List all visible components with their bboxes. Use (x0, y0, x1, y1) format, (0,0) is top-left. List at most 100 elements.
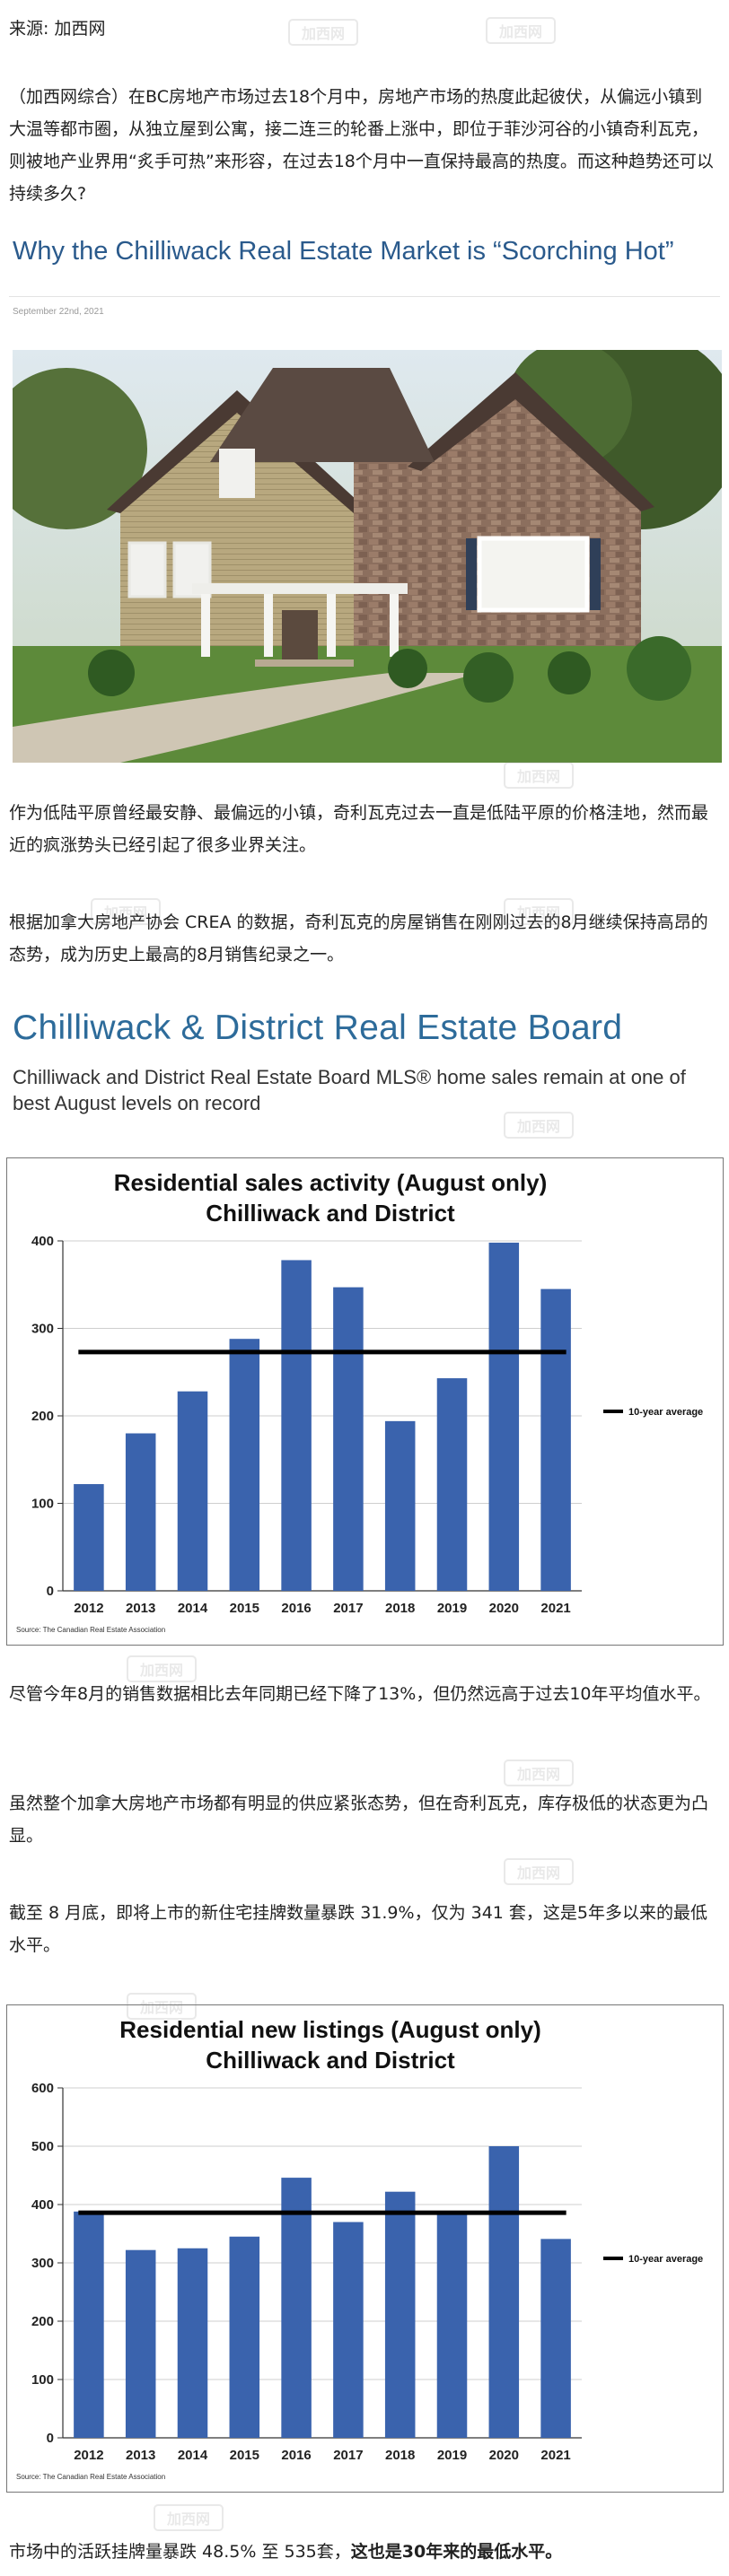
chart-source: Source: The Canadian Real Estate Associa… (16, 1626, 165, 1634)
crea-heading: Chilliwack & District Real Estate Board (13, 1009, 623, 1047)
x-tick-label: 2019 (437, 1601, 467, 1616)
bar (281, 1260, 312, 1591)
watermark-stamp: 加西网 (503, 1111, 575, 1147)
y-tick-label: 100 (31, 2372, 54, 2388)
watermark-stamp: 加西网 (503, 1759, 575, 1794)
article-banner-title: Why the Chilliwack Real Estate Market is… (13, 237, 674, 266)
watermark-stamp: 加西网 (126, 1992, 198, 2028)
y-tick-label: 200 (31, 2314, 54, 2329)
x-tick-label: 2018 (385, 2448, 415, 2463)
paragraph-4: 虽然整个加拿大房地产市场都有明显的供应紧张态势，但在奇利瓦克，库存极低的状态更为… (9, 1794, 709, 1846)
bar (281, 2178, 312, 2438)
legend-label: 10-year average (628, 2254, 703, 2265)
x-tick-label: 2013 (126, 1601, 155, 1616)
y-tick-label: 300 (31, 1322, 54, 1337)
svg-text:加西网: 加西网 (301, 25, 345, 42)
x-tick-label: 2021 (540, 1601, 570, 1616)
bar (540, 1288, 571, 1591)
bar (177, 1391, 208, 1591)
x-tick-label: 2016 (281, 1601, 311, 1616)
bar (229, 1339, 260, 1591)
banner-divider (9, 296, 720, 297)
chart-subtitle: Chilliwack and District (206, 2047, 455, 2074)
y-tick-label: 400 (31, 2197, 54, 2213)
y-tick-label: 0 (47, 2431, 54, 2446)
x-tick-label: 2015 (230, 1601, 259, 1616)
x-tick-label: 2020 (489, 1601, 519, 1616)
bar (177, 2248, 208, 2438)
svg-text:加西网: 加西网 (516, 768, 560, 785)
x-tick-label: 2016 (281, 2448, 311, 2463)
y-tick-label: 0 (47, 1584, 54, 1599)
x-tick-label: 2012 (74, 1601, 103, 1616)
bar (74, 1484, 104, 1591)
svg-text:加西网: 加西网 (516, 1118, 560, 1135)
chart-title: Residential sales activity (August only) (114, 1169, 548, 1196)
watermark-stamp: 加西网 (503, 1857, 575, 1893)
paragraph-5: 截至 8 月底，即将上市的新住宅挂牌数量暴跌 31.9%，仅为 341 套，这是… (9, 1903, 708, 1955)
y-tick-label: 400 (31, 1234, 54, 1249)
bar (125, 1433, 156, 1591)
source-line: 来源: 加西网 (9, 19, 106, 39)
bar (125, 2249, 156, 2438)
paragraph-1: 作为低陆平原曾经最安静、最偏远的小镇，奇利瓦克过去一直是低陆平原的价格洼地，然而… (9, 803, 709, 855)
bar (488, 1242, 520, 1591)
last-paragraph: 市场中的活跃挂牌量暴跌 48.5% 至 535套，这也是30年来的最低水平。 (9, 2536, 718, 2568)
bar (333, 2222, 364, 2438)
svg-text:加西网: 加西网 (166, 2511, 210, 2528)
watermark-stamp: 加西网 (126, 1655, 198, 1690)
x-tick-label: 2014 (178, 2448, 208, 2463)
paragraph-3: 尽管今年8月的销售数据相比去年同期已经下降了13%，但仍然远高于过去10年平均值… (9, 1684, 711, 1704)
x-tick-label: 2014 (178, 1601, 208, 1616)
sales-chart: Residential sales activity (August only)… (6, 1157, 724, 1646)
house-photo (13, 350, 722, 763)
x-tick-label: 2021 (540, 2448, 570, 2463)
bar (488, 2146, 520, 2438)
x-tick-label: 2015 (230, 2448, 259, 2463)
bar (384, 1420, 416, 1591)
x-tick-label: 2018 (385, 1601, 415, 1616)
svg-text:加西网: 加西网 (103, 904, 147, 921)
svg-text:加西网: 加西网 (139, 1662, 183, 1679)
listings-chart: Residential new listings (August only) Ch… (6, 2004, 724, 2493)
x-tick-label: 2017 (333, 2448, 363, 2463)
watermark-stamp: 加西网 (153, 2503, 224, 2539)
bar (384, 2191, 416, 2438)
bar (333, 1287, 364, 1591)
paragraph-2: 根据加拿大房地产协会 CREA 的数据，奇利瓦克的房屋销售在刚刚过去的8月继续保… (9, 913, 708, 965)
crea-subheading: Chilliwack and District Real Estate Boar… (13, 1066, 686, 1114)
bar (540, 2239, 571, 2438)
svg-text:加西网: 加西网 (516, 1766, 560, 1783)
y-tick-label: 500 (31, 2139, 54, 2154)
last-paragraph-emphasis: 这也是30年来的最低水平。 (350, 2542, 563, 2562)
svg-text:加西网: 加西网 (516, 904, 560, 921)
watermark-stamp: 加西网 (485, 16, 557, 52)
bar (229, 2236, 260, 2438)
bar (74, 2211, 104, 2438)
y-tick-label: 300 (31, 2256, 54, 2271)
watermark-stamp: 加西网 (287, 18, 359, 54)
watermark-stamp: 加西网 (90, 897, 162, 933)
last-paragraph-text: 市场中的活跃挂牌量暴跌 48.5% 至 535套， (9, 2542, 351, 2562)
x-tick-label: 2012 (74, 2448, 103, 2463)
y-tick-label: 600 (31, 2081, 54, 2096)
x-tick-label: 2019 (437, 2448, 467, 2463)
y-tick-label: 200 (31, 1409, 54, 1424)
bar (436, 1378, 468, 1591)
x-tick-label: 2020 (489, 2448, 519, 2463)
svg-text:加西网: 加西网 (498, 23, 542, 40)
svg-text:加西网: 加西网 (516, 1864, 560, 1882)
watermark-stamp: 加西网 (503, 761, 575, 797)
x-tick-label: 2013 (126, 2448, 155, 2463)
chart-title: Residential new listings (August only) (119, 2016, 541, 2043)
bar (436, 2211, 468, 2438)
watermark-stamp: 加西网 (503, 897, 575, 933)
legend-label: 10-year average (628, 1407, 703, 1418)
y-tick-label: 100 (31, 1497, 54, 1512)
x-tick-label: 2017 (333, 1601, 363, 1616)
intro-paragraph: （加西网综合）在BC房地产市场过去18个月中，房地产市场的热度此起彼伏，从偏远小… (9, 87, 714, 204)
svg-text:加西网: 加西网 (139, 1999, 183, 2016)
chart-source: Source: The Canadian Real Estate Associa… (16, 2473, 165, 2481)
article-banner-date: September 22nd, 2021 (13, 307, 104, 317)
chart-subtitle: Chilliwack and District (206, 1200, 455, 1227)
